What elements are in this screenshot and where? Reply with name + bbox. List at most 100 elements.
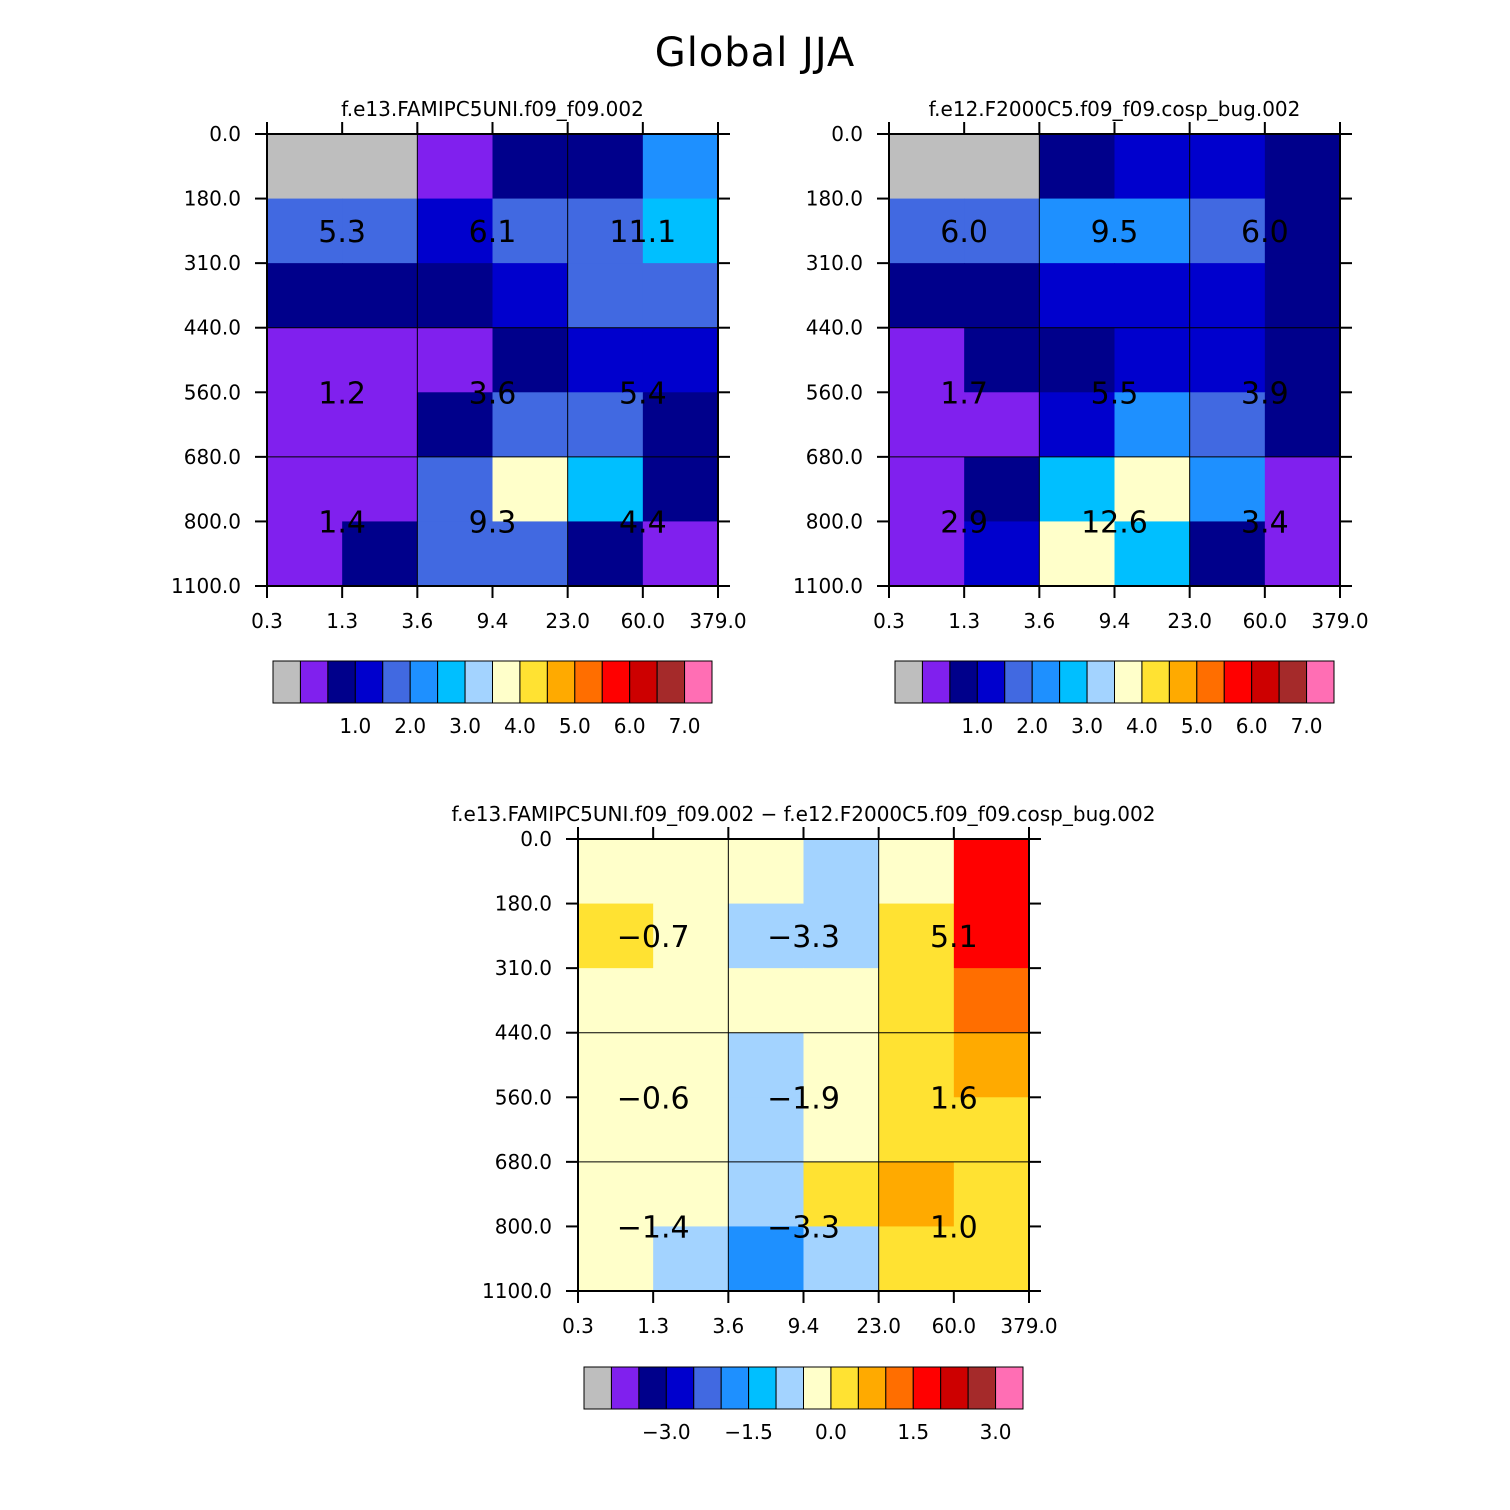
panel-title: f.e13.FAMIPC5UNI.f09_f09.002 − f.e12.F20… [452, 802, 1156, 826]
colorbar-label: 5.0 [1181, 714, 1213, 738]
heatmap-cell [417, 521, 494, 587]
heatmap-cell [964, 198, 1040, 264]
heatmap-cell [964, 521, 1040, 587]
heatmap-cell [1264, 456, 1341, 523]
colorbar-box [354, 660, 384, 704]
heatmap-cell [642, 198, 719, 264]
heatmap-cell [1264, 134, 1341, 200]
heatmap-cell [267, 521, 343, 587]
box-value: 6.1 [469, 215, 517, 250]
colorbar-box [803, 1366, 832, 1410]
x-tick-label: 9.4 [1099, 609, 1131, 633]
x-tick-label: 3.6 [712, 1314, 744, 1338]
colorbar-box [1196, 660, 1225, 704]
heatmap-cell [578, 1226, 654, 1292]
heatmap-cell [1114, 198, 1191, 264]
heatmap-cell [953, 968, 1030, 1034]
box-value: 1.7 [940, 376, 988, 411]
colorbar-box [1306, 660, 1335, 704]
box-value: 9.5 [1091, 215, 1139, 250]
heatmap-cell [653, 968, 729, 1034]
colorbar-box [629, 660, 658, 704]
y-tick-label: 1100.0 [171, 574, 241, 598]
heatmap-cell [642, 392, 719, 458]
heatmap-cell [267, 134, 343, 200]
heatmap-cell [417, 198, 494, 264]
heatmap-cell [878, 968, 955, 1034]
heatmap-cell [492, 327, 569, 393]
heatmap-cell [1189, 134, 1266, 200]
x-tick-label: 379.0 [1000, 1314, 1057, 1338]
colorbar-label: 3.0 [449, 714, 481, 738]
x-tick-label: 9.4 [477, 609, 509, 633]
heatmap-cell [1264, 327, 1341, 393]
box-value: 1.0 [930, 1210, 978, 1245]
y-tick-label: 800.0 [495, 1214, 552, 1238]
colorbar-box [583, 1366, 612, 1410]
heatmap-cell [578, 903, 654, 969]
heatmap-cell [953, 1032, 1030, 1098]
x-tick-label: 9.4 [788, 1314, 820, 1338]
heatmap-cell [1264, 198, 1341, 264]
heatmap-cell [803, 1161, 880, 1228]
chart-panel-1: 5.3 6.1 11.1 1.2 3.6 5.4 1.4 9.3 4.4 0.3 1.3 3.6 9.4… [171, 97, 747, 738]
heatmap-cell [1189, 198, 1266, 264]
heatmap-cell [267, 263, 343, 329]
colorbar-box [894, 660, 923, 704]
heatmap-cell [492, 521, 569, 587]
x-tick-label: 0.3 [562, 1314, 594, 1338]
y-tick-label: 440.0 [806, 316, 863, 340]
heatmap-cell [1039, 263, 1116, 329]
heatmap-cell [1114, 263, 1191, 329]
box-value: −0.7 [617, 920, 690, 955]
heatmap-cell [728, 1097, 805, 1163]
colorbar-label: 6.0 [1236, 714, 1268, 738]
heatmap-cell [492, 263, 569, 329]
x-tick-label: 1.3 [948, 609, 980, 633]
heatmap-cell [889, 198, 965, 264]
heatmap-cell [267, 198, 343, 264]
colorbar-label: 7.0 [1291, 714, 1323, 738]
heatmap-cell [578, 968, 654, 1034]
box-value: 5.1 [930, 920, 978, 955]
y-tick-label: 680.0 [184, 445, 241, 469]
heatmap-cell [1264, 521, 1341, 587]
box-value: 9.3 [469, 505, 517, 540]
colorbar-box [1278, 660, 1308, 704]
heatmap-cell [567, 134, 644, 200]
colorbar-label: 1.0 [961, 714, 993, 738]
colorbar-box [720, 1366, 750, 1410]
box-value: −1.4 [617, 1210, 690, 1245]
heatmap-cell [1264, 392, 1341, 458]
y-tick-label: 800.0 [806, 509, 863, 533]
colorbar-label: 7.0 [669, 714, 701, 738]
heatmap-cell [878, 839, 955, 905]
heatmap-cell [1039, 198, 1116, 264]
colorbar-box [693, 1366, 722, 1410]
colorbar-box [684, 660, 713, 704]
heatmap-cell [953, 839, 1030, 905]
heatmap-cell [1039, 327, 1116, 393]
box-value: −1.9 [767, 1081, 840, 1116]
heatmap-cell [342, 392, 418, 458]
heatmap-cell [267, 327, 343, 393]
heatmap-cell [889, 521, 965, 587]
y-tick-label: 560.0 [184, 380, 241, 404]
colorbar-label: 1.0 [339, 714, 371, 738]
heatmap-cell [567, 521, 644, 587]
colorbar-box [601, 660, 631, 704]
colorbar-box [995, 1366, 1024, 1410]
colorbar-box [519, 660, 548, 704]
box-value: 1.6 [930, 1081, 978, 1116]
heatmap-cell [642, 456, 719, 523]
heatmap-cell [953, 903, 1030, 969]
colorbar-label: 2.0 [1016, 714, 1048, 738]
heatmap-cell [964, 134, 1040, 200]
panel-title: f.e13.FAMIPC5UNI.f09_f09.002 [341, 97, 644, 121]
heatmap-cell [642, 521, 719, 587]
colorbar-box [748, 1366, 777, 1410]
colorbar-label: 5.0 [559, 714, 591, 738]
heatmap-cell [1039, 392, 1116, 458]
heatmap-cell [1189, 392, 1266, 458]
heatmap-cell [964, 456, 1040, 523]
